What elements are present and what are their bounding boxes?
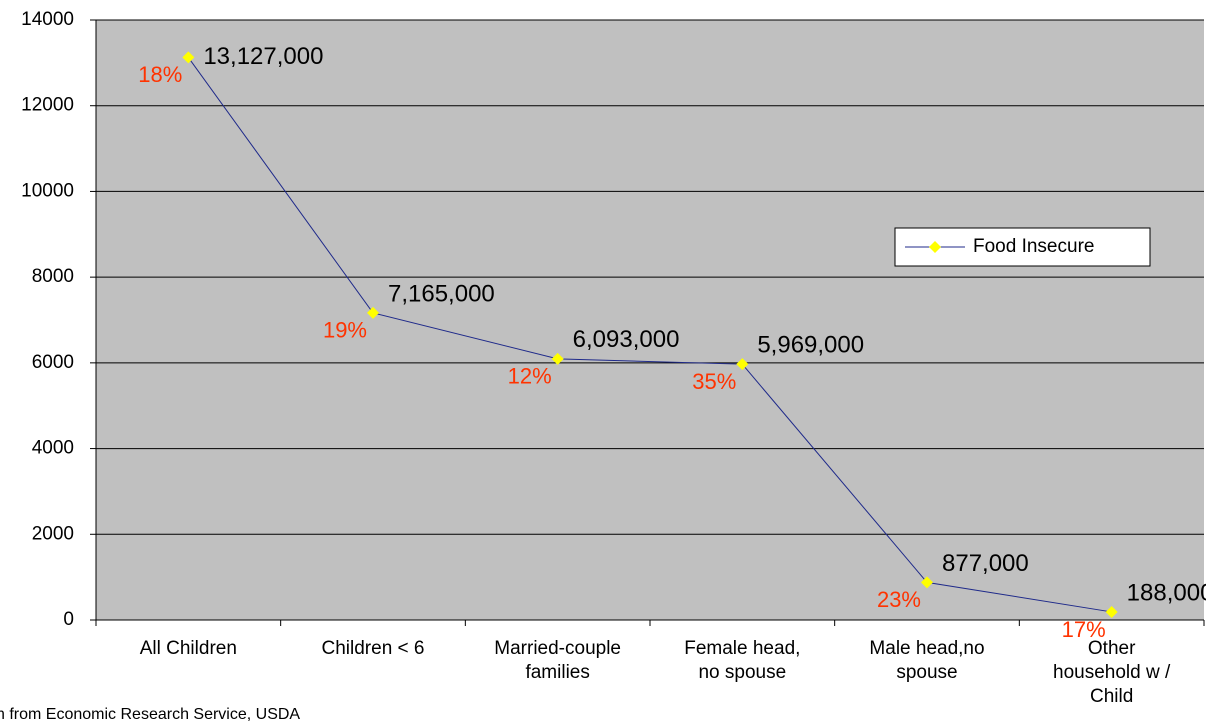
legend-label: Food Insecure: [973, 236, 1094, 257]
annotation: 35%: [692, 369, 736, 394]
marker: [921, 576, 933, 589]
y-tick-label: 0: [63, 609, 74, 630]
value-label: 7,165,000: [388, 280, 495, 307]
annotation: 17%: [1062, 617, 1106, 642]
y-tick-label: 10000: [21, 180, 74, 201]
y-tick-label: 2000: [32, 523, 74, 544]
annotation: 19%: [323, 318, 367, 343]
value-label: 877,000: [942, 550, 1029, 577]
marker: [736, 358, 749, 371]
line: [187, 57, 1112, 613]
annotation: 18%: [138, 62, 182, 87]
y-tick-label: 6000: [32, 352, 74, 373]
value-label: 5,969,000: [757, 332, 864, 359]
y-tick-label: 8000: [32, 266, 74, 287]
annotation: 12%: [508, 364, 552, 389]
annotation: 23%: [877, 587, 921, 612]
y-tick-label: 14000: [21, 9, 74, 30]
value-label: 13,127,000: [203, 43, 323, 70]
value-label: 6,093,000: [573, 326, 680, 353]
x-tick-label: Children < 6: [321, 638, 425, 659]
legend-marker: [929, 241, 941, 253]
plot-area: [96, 20, 1204, 620]
x-tick-label: All Children: [139, 638, 237, 659]
x-tick-label: Female head, no spouse: [684, 638, 801, 683]
y-tick-label: 12000: [21, 95, 74, 116]
value-label: 188,000: [1127, 579, 1206, 606]
y-tick-label: 4000: [32, 438, 74, 459]
marker: [1105, 605, 1118, 618]
x-tick-label: Male head,no spouse: [869, 638, 985, 683]
x-tick-label: Other household w / Child: [1053, 638, 1171, 707]
marker: [367, 306, 379, 319]
marker: [551, 352, 564, 365]
marker: [182, 51, 195, 64]
x-tick-label: Married-couple families: [494, 638, 622, 683]
source: n from Economic Research Service, USDA: [0, 706, 300, 721]
